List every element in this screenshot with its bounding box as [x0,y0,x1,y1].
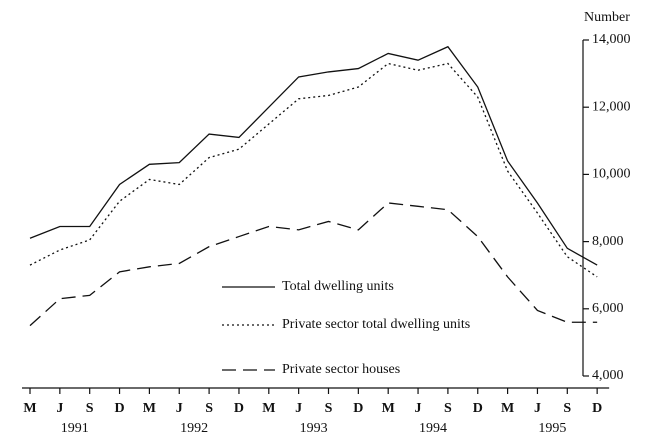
series-line [29,45,598,266]
x-tick-label: J [56,401,63,416]
x-tick-label: J [295,401,302,416]
x-tick-label: J [415,401,422,416]
legend-label: Private sector houses [282,362,400,377]
x-tick-label: M [501,401,514,416]
x-tick-label: M [23,401,36,416]
x-tick-label: D [114,401,124,416]
year-label: 1992 [180,421,208,436]
y-axis-title: Number [584,10,630,25]
x-tick-label: S [205,401,213,416]
x-tick-label: M [143,401,156,416]
x-tick-label: M [382,401,395,416]
x-tick-label: S [86,401,94,416]
year-label: 1995 [538,421,566,436]
legend-label: Private sector total dwelling units [282,317,470,332]
x-tick-label: D [473,401,483,416]
x-tick-label: S [563,401,571,416]
y-tick-label: 12,000 [592,99,631,114]
legend-label: Total dwelling units [282,279,394,294]
x-tick-label: M [262,401,275,416]
x-tick-label: D [592,401,602,416]
year-label: 1991 [61,421,89,436]
y-tick-label: 6,000 [592,301,624,316]
y-tick-label: 4,000 [592,368,624,383]
year-label: 1993 [300,421,328,436]
series-line [29,62,598,278]
x-tick-label: S [325,401,333,416]
y-tick-label: 10,000 [592,167,631,182]
x-tick-label: S [444,401,452,416]
y-tick-label: 14,000 [592,32,631,47]
y-tick-label: 8,000 [592,234,624,249]
series-line [29,202,598,327]
x-tick-label: J [534,401,541,416]
x-tick-label: D [234,401,244,416]
x-tick-label: J [176,401,183,416]
year-label: 1994 [419,421,447,436]
x-tick-label: D [353,401,363,416]
